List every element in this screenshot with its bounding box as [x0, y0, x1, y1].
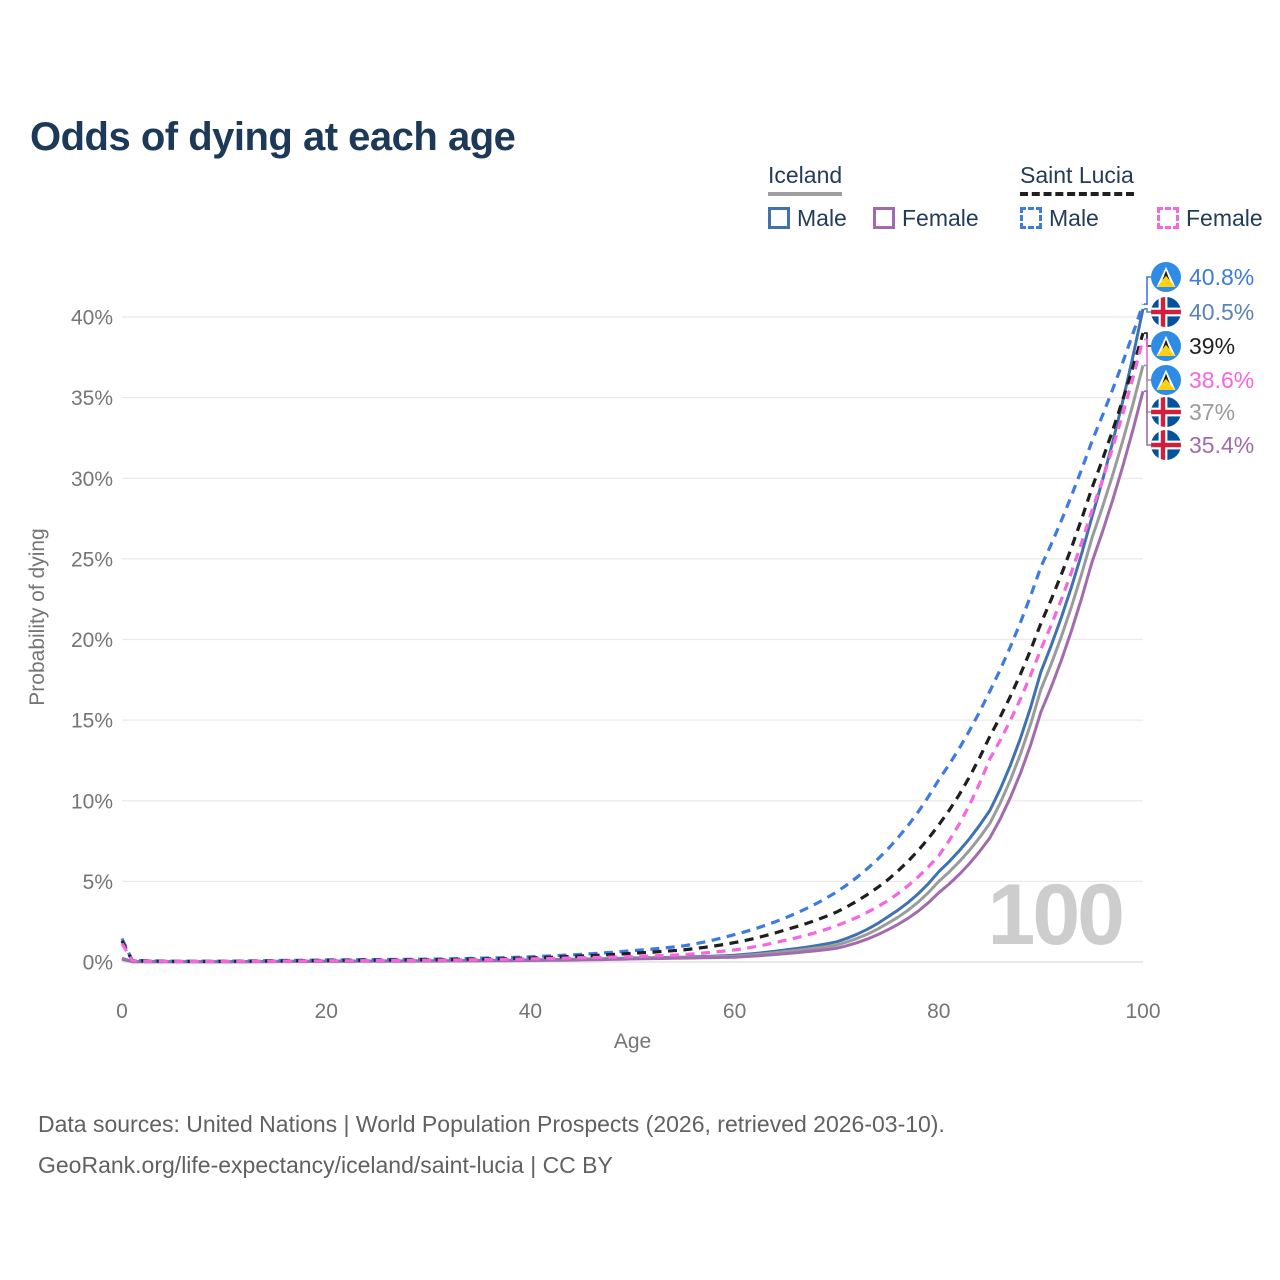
end-value-label: 40.8% [1189, 263, 1255, 290]
x-tick-label: 0 [116, 1000, 128, 1023]
end-label-is_both: 37% [1151, 396, 1235, 428]
end-label-is_female: 35.4% [1151, 429, 1254, 461]
legend-saint-lucia-header[interactable]: Saint Lucia [1020, 162, 1134, 196]
legend-saint-lucia-label: Saint Lucia [1020, 162, 1134, 188]
saint-lucia-male-swatch [1020, 207, 1042, 229]
end-label-connector [1144, 276, 1151, 305]
footer: Data sources: United Nations | World Pop… [38, 1104, 945, 1186]
page-title: Odds of dying at each age [30, 114, 516, 159]
legend-item-saint-lucia-male[interactable]: Male [1020, 205, 1099, 231]
end-label-sl_female: 38.6% [1151, 364, 1254, 396]
end-value-label: 35.4% [1189, 431, 1255, 458]
x-axis-title: Age [614, 1030, 651, 1053]
end-label-sl_male: 40.8% [1151, 261, 1254, 293]
data-sources-line: Data sources: United Nations | World Pop… [38, 1111, 945, 1137]
end-value-label: 40.5% [1189, 298, 1255, 325]
y-tick-label: 5% [83, 871, 113, 894]
end-value-label: 37% [1189, 398, 1236, 425]
end-label-connector [1144, 364, 1151, 413]
x-tick-label: 80 [927, 1000, 950, 1023]
end-label-is_male: 40.5% [1151, 296, 1254, 328]
series-line-sl_both[interactable] [120, 332, 1145, 963]
series-line-is_male[interactable] [121, 308, 1145, 964]
y-tick-label: 40% [71, 307, 113, 330]
x-tick-label: 20 [315, 1000, 338, 1023]
legend-item-iceland-female[interactable]: Female [873, 205, 979, 231]
y-tick-label: 35% [71, 387, 113, 410]
saint-lucia-flag-icon [1151, 331, 1181, 361]
series-line-is_both[interactable] [121, 365, 1145, 964]
iceland-flag-icon [1151, 430, 1181, 460]
y-tick-label: 10% [71, 790, 113, 813]
end-label-connector [1144, 308, 1151, 313]
series-line-sl_male[interactable] [120, 303, 1145, 963]
x-tick-label: 60 [723, 1000, 746, 1023]
attribution-line: GeoRank.org/life-expectancy/iceland/sain… [38, 1152, 613, 1178]
saint-lucia-flag-icon [1151, 365, 1181, 395]
y-tick-label: 30% [71, 468, 113, 491]
legend-item-label: Male [1049, 204, 1099, 231]
legend-item-saint-lucia-female[interactable]: Female [1157, 205, 1263, 231]
saint-lucia-female-swatch [1157, 207, 1179, 229]
series-line-sl_female[interactable] [120, 339, 1145, 963]
end-value-label: 39% [1189, 332, 1236, 359]
y-tick-label: 15% [71, 710, 113, 733]
iceland-flag-icon [1151, 297, 1181, 327]
legend-item-iceland-male[interactable]: Male [768, 205, 847, 231]
legend-iceland-label: Iceland [768, 162, 843, 188]
end-label-connector [1144, 338, 1151, 381]
hovered-age-watermark: 100 [987, 867, 1125, 963]
y-tick-label: 25% [71, 548, 113, 571]
y-axis-title: Probability of dying [26, 528, 49, 705]
iceland-female-swatch [873, 207, 895, 229]
end-value-label: 38.6% [1189, 366, 1255, 393]
end-label-connector [1144, 390, 1151, 446]
iceland-male-swatch [768, 207, 790, 229]
legend-item-label: Female [902, 204, 979, 231]
end-label-sl_both: 39% [1151, 330, 1235, 362]
legend-iceland-header[interactable]: Iceland [768, 162, 843, 196]
y-tick-label: 20% [71, 629, 113, 652]
legend-item-label: Female [1186, 204, 1263, 231]
y-tick-label: 0% [83, 952, 113, 975]
iceland-flag-icon [1151, 397, 1181, 427]
series-line-is_female[interactable] [121, 390, 1145, 964]
x-tick-label: 100 [1125, 1000, 1160, 1023]
legend-item-label: Male [797, 204, 847, 231]
x-tick-label: 40 [519, 1000, 542, 1023]
saint-lucia-flag-icon [1151, 262, 1181, 292]
